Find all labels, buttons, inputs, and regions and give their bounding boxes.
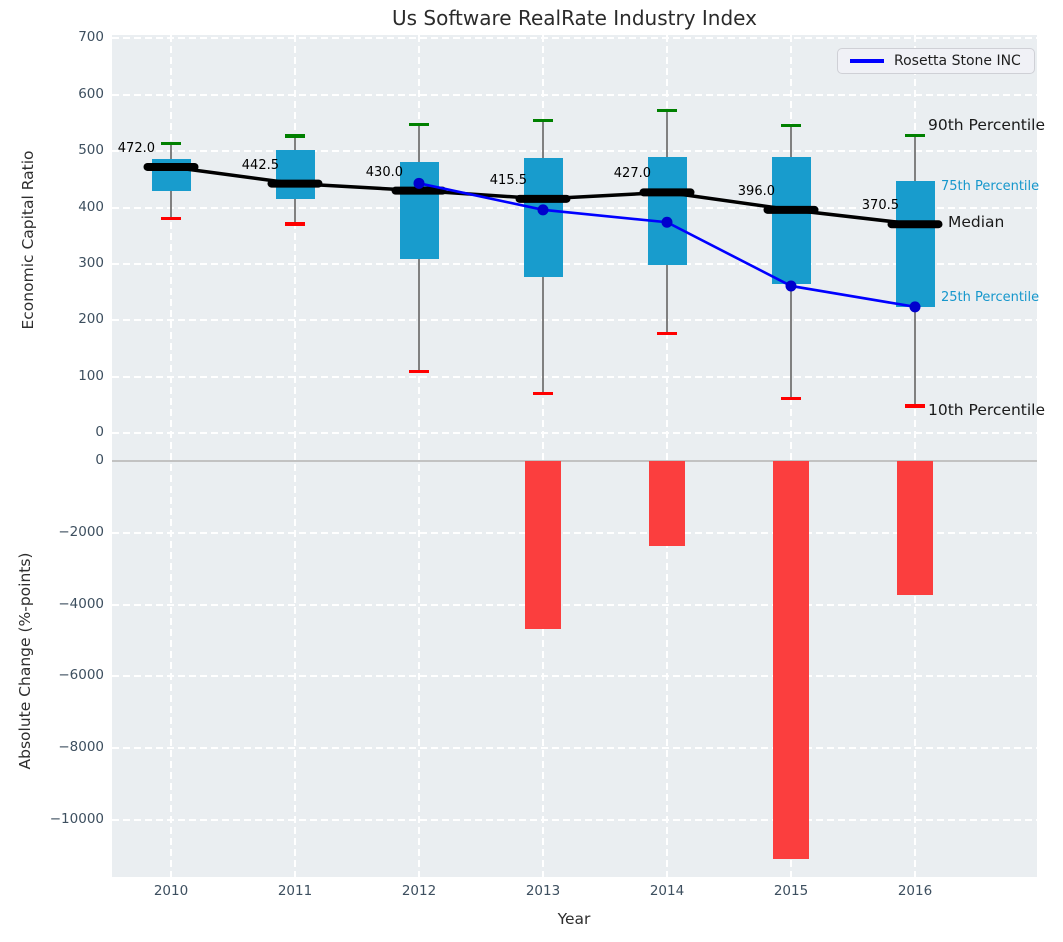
vertical-gridline xyxy=(418,35,420,877)
chart-title: Us Software RealRate Industry Index xyxy=(392,6,757,30)
cap-10th-2010 xyxy=(161,216,181,220)
y-tick-bottom--8000: −8000 xyxy=(58,738,104,755)
bar-2016 xyxy=(897,461,933,596)
x-tick-2013: 2013 xyxy=(525,883,561,899)
horizontal-gridline xyxy=(112,319,1037,322)
cap-90th-2016 xyxy=(905,133,925,137)
horizontal-gridline xyxy=(112,746,1037,749)
y-tick-bottom--6000: −6000 xyxy=(58,667,104,684)
legend-line-sample xyxy=(850,59,884,63)
y-tick-top-700: 700 xyxy=(78,29,104,46)
horizontal-gridline xyxy=(112,150,1037,153)
percentile-box-2011 xyxy=(275,150,315,199)
bar-2015 xyxy=(773,461,809,860)
y-tick-bottom--10000: −10000 xyxy=(49,810,104,827)
x-tick-2011: 2011 xyxy=(277,883,313,899)
vertical-gridline xyxy=(170,35,172,877)
annotation-90th-percentile: 90th Percentile xyxy=(928,116,1046,135)
zero-line xyxy=(112,460,1037,463)
cap-90th-2010 xyxy=(161,141,181,145)
vertical-gridline xyxy=(790,35,792,877)
x-tick-2016: 2016 xyxy=(897,883,933,899)
vertical-gridline xyxy=(666,35,668,877)
annotation-25th-percentile: 25th Percentile xyxy=(941,290,1040,306)
percentile-box-2016 xyxy=(895,181,935,308)
percentile-box-2014 xyxy=(647,157,687,265)
median-value-label-2016: 370.5 xyxy=(861,198,899,214)
x-axis-label: Year xyxy=(557,910,591,928)
cap-10th-2012 xyxy=(409,370,429,374)
annotation-median: Median xyxy=(948,213,1005,232)
y-axis-label-top: Economic Capital Ratio xyxy=(19,150,37,330)
horizontal-gridline xyxy=(112,603,1037,606)
y-tick-bottom-0: 0 xyxy=(95,452,104,469)
y-tick-top-600: 600 xyxy=(78,85,104,102)
vertical-gridline xyxy=(294,35,296,877)
horizontal-gridline xyxy=(112,531,1037,534)
horizontal-gridline xyxy=(112,93,1037,96)
legend-label: Rosetta Stone INC xyxy=(894,53,1021,69)
cap-10th-2016 xyxy=(905,404,925,408)
horizontal-gridline xyxy=(112,818,1037,821)
cap-90th-2014 xyxy=(657,108,677,113)
median-value-label-2011: 442.5 xyxy=(241,157,279,173)
percentile-box-2012 xyxy=(399,161,439,260)
cap-90th-2015 xyxy=(781,123,801,127)
y-tick-bottom--4000: −4000 xyxy=(58,595,104,612)
y-tick-top-200: 200 xyxy=(78,311,104,328)
y-tick-top-500: 500 xyxy=(78,142,104,159)
cap-90th-2013 xyxy=(533,118,553,122)
median-value-label-2014: 427.0 xyxy=(613,166,651,182)
median-value-label-2012: 430.0 xyxy=(365,164,403,180)
percentile-box-2010 xyxy=(151,158,191,191)
cap-90th-2012 xyxy=(409,122,429,126)
cap-10th-2015 xyxy=(781,397,801,401)
percentile-box-2015 xyxy=(771,157,811,284)
horizontal-gridline xyxy=(112,675,1037,678)
x-tick-2010: 2010 xyxy=(153,883,189,899)
cap-10th-2011 xyxy=(285,222,305,226)
cap-10th-2014 xyxy=(657,331,677,335)
y-tick-top-100: 100 xyxy=(78,367,104,384)
horizontal-gridline xyxy=(112,432,1037,435)
horizontal-gridline xyxy=(112,37,1037,40)
x-tick-2012: 2012 xyxy=(401,883,437,899)
cap-10th-2013 xyxy=(533,392,553,396)
y-axis-label-bottom: Absolute Change (%-points) xyxy=(16,552,34,770)
median-value-label-2013: 415.5 xyxy=(489,172,527,188)
x-tick-2014: 2014 xyxy=(649,883,685,899)
bar-2013 xyxy=(525,461,561,630)
legend: Rosetta Stone INC xyxy=(837,48,1035,74)
y-tick-top-400: 400 xyxy=(78,198,104,215)
y-tick-top-300: 300 xyxy=(78,254,104,271)
median-value-label-2015: 396.0 xyxy=(737,183,775,199)
bar-2014 xyxy=(649,461,685,547)
vertical-gridline xyxy=(914,35,916,877)
annotation-75th-percentile: 75th Percentile xyxy=(941,178,1040,194)
vertical-gridline xyxy=(542,35,544,877)
median-value-label-2010: 472.0 xyxy=(117,140,155,156)
percentile-box-2013 xyxy=(523,157,563,277)
x-tick-2015: 2015 xyxy=(773,883,809,899)
y-tick-bottom--2000: −2000 xyxy=(58,523,104,540)
horizontal-gridline xyxy=(112,375,1037,378)
y-tick-top-0: 0 xyxy=(95,424,104,441)
annotation-10th-percentile: 10th Percentile xyxy=(928,400,1046,419)
cap-90th-2011 xyxy=(285,134,305,138)
